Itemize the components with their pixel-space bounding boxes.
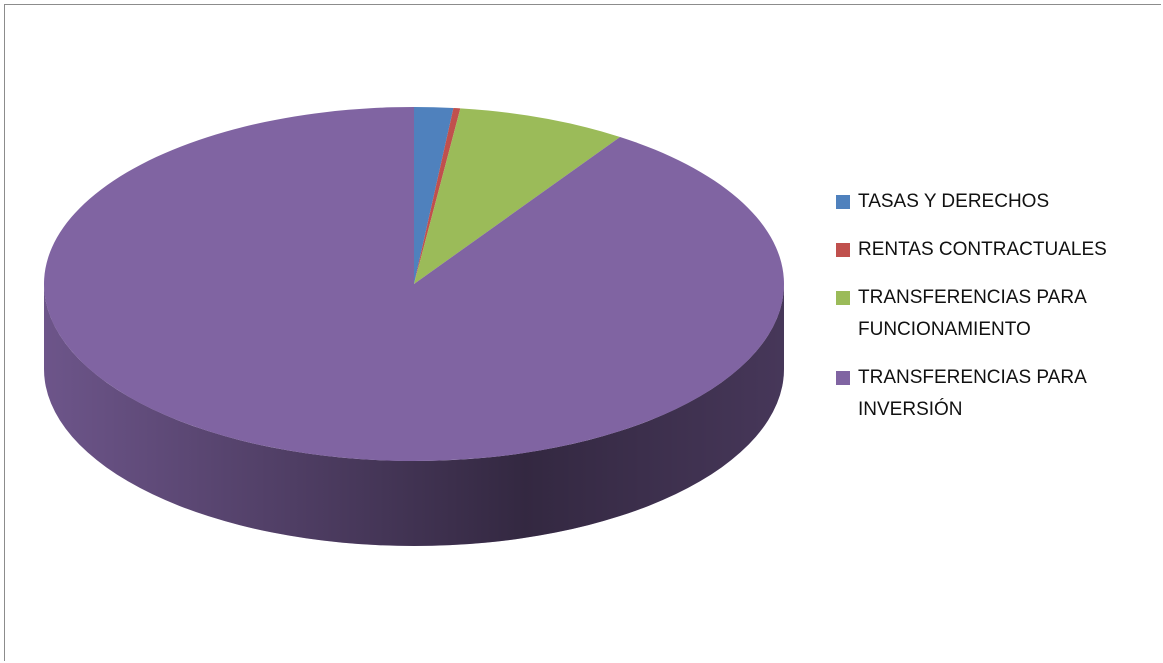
slice [414, 107, 454, 284]
slice [44, 107, 785, 462]
legend-item: TRANSFERENCIAS PARA INVERSIÓN [836, 362, 1146, 426]
legend-label: RENTAS CONTRACTUALES [858, 239, 1107, 260]
slice [414, 108, 461, 284]
legend-swatch [836, 371, 850, 385]
legend-item: TASAS Y DERECHOS [836, 186, 1146, 218]
legend-label: TASAS Y DERECHOS [858, 191, 1050, 212]
chart-frame [4, 4, 1161, 661]
legend-label: TRANSFERENCIAS PARA INVERSIÓN [858, 367, 1086, 420]
legend-swatch [836, 195, 850, 209]
slice-side-shade [44, 284, 784, 546]
slice [414, 108, 621, 285]
legend-swatch [836, 243, 850, 257]
legend-swatch [836, 291, 850, 305]
legend-label: TRANSFERENCIAS PARA FUNCIONAMIENTO [858, 287, 1086, 340]
legend: TASAS Y DERECHOS RENTAS CONTRACTUALES TRAN… [836, 186, 1146, 442]
legend-item: RENTAS CONTRACTUALES [836, 234, 1146, 266]
legend-item: TRANSFERENCIAS PARA FUNCIONAMIENTO [836, 282, 1146, 346]
